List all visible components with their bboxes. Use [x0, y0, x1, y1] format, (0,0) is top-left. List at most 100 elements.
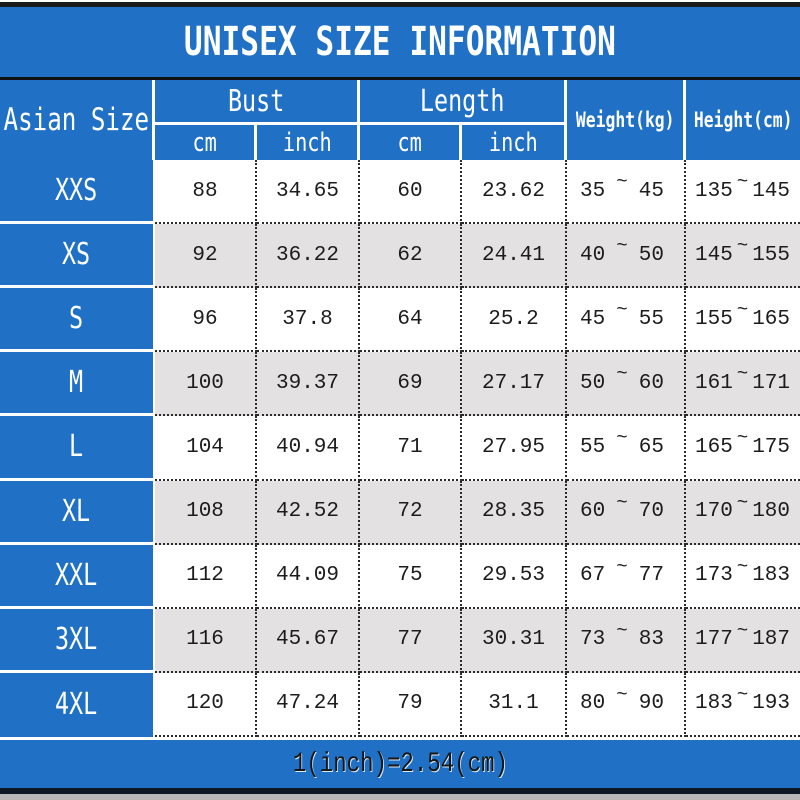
weight-max: 90	[638, 692, 664, 716]
weight-max: 77	[638, 564, 664, 588]
height-max: 175	[752, 435, 790, 459]
size-label: XXS	[55, 173, 98, 209]
bust-header-label: Bust	[227, 83, 285, 119]
height-range-cell: 173 ~183	[686, 545, 800, 609]
bust-cm-cell: 116	[155, 608, 257, 673]
size-label: L	[69, 429, 84, 465]
length-cm-label: cm	[397, 127, 422, 158]
length-cm-cell: 62	[360, 224, 462, 289]
tilde: ~	[736, 427, 749, 450]
height-min: 135	[695, 179, 733, 203]
weight-range-cell: 40 ~50	[567, 224, 686, 289]
length-cm-cell: 72	[360, 480, 462, 545]
length-inch-header: inch	[462, 125, 567, 160]
tilde: ~	[736, 491, 749, 514]
tilde: ~	[616, 235, 628, 258]
length-inch-cell: 28.35	[462, 480, 567, 545]
tilde: ~	[736, 171, 749, 194]
weight-range-cell: 67 ~77	[567, 544, 686, 609]
height-min: 177	[695, 628, 733, 652]
weight-range-cell: 55 ~65	[567, 416, 686, 481]
bust-inch-cell: 47.24	[257, 672, 360, 737]
size-label-cell: M	[0, 352, 155, 417]
tilde: ~	[616, 683, 628, 706]
length-inch-cell: 27.17	[462, 352, 567, 417]
size-label: 4XL	[55, 687, 98, 723]
height-max: 180	[752, 500, 790, 524]
weight-range-cell: 45 ~55	[567, 288, 686, 353]
height-header: Height(cm)	[686, 80, 800, 160]
height-range-cell: 177 ~187	[686, 608, 800, 673]
height-min: 170	[695, 500, 733, 524]
size-label-cell: XXS	[0, 160, 155, 225]
size-label: M	[69, 365, 84, 401]
length-cm-cell: 79	[360, 672, 462, 737]
height-range-cell: 155 ~165	[686, 288, 800, 353]
size-label: 3XL	[55, 621, 98, 657]
bust-cm-cell: 104	[155, 416, 257, 481]
weight-range-cell: 73 ~83	[567, 608, 686, 673]
length-cm-cell: 75	[360, 544, 462, 609]
height-range-cell: 183 ~193	[686, 673, 800, 737]
footer-white-separator	[0, 737, 800, 740]
weight-max: 50	[638, 243, 664, 267]
weight-min: 60	[580, 500, 606, 524]
bust-inch-header: inch	[257, 125, 360, 160]
height-min: 155	[695, 307, 733, 331]
size-label: XS	[62, 237, 91, 273]
height-max: 155	[752, 243, 790, 267]
size-label: XL	[62, 493, 91, 529]
weight-range-cell: 50 ~60	[567, 352, 686, 417]
bust-cm-cell: 100	[155, 352, 257, 417]
top-black-bar	[0, 2, 800, 7]
size-label-cell: L	[0, 416, 155, 481]
size-table: Asian Size Bust Length Weight(kg) Height…	[0, 80, 800, 737]
title-band: UNISEX SIZE INFORMATION	[0, 7, 800, 80]
bottom-gray-strip	[0, 794, 800, 800]
height-max: 165	[752, 307, 790, 331]
height-max: 183	[752, 564, 790, 588]
length-group-header: Length	[360, 80, 567, 125]
length-inch-cell: 23.62	[462, 160, 567, 225]
height-range-cell: 161 ~171	[686, 352, 800, 417]
bust-cm-cell: 92	[155, 224, 257, 289]
bust-inch-cell: 39.37	[257, 352, 360, 417]
length-cm-cell: 69	[360, 352, 462, 417]
tilde: ~	[736, 363, 749, 386]
tilde: ~	[616, 363, 628, 386]
bust-cm-cell: 112	[155, 544, 257, 609]
page-title: UNISEX SIZE INFORMATION	[183, 19, 617, 65]
length-inch-cell: 30.31	[462, 608, 567, 673]
tilde: ~	[736, 235, 749, 258]
weight-min: 35	[580, 179, 606, 203]
tilde: ~	[616, 491, 628, 514]
weight-max: 65	[638, 435, 664, 459]
height-min: 173	[695, 564, 733, 588]
height-min: 183	[695, 692, 733, 716]
top-white-strip	[0, 0, 800, 2]
bust-cm-cell: 96	[155, 288, 257, 353]
weight-header-label: Weight(kg)	[575, 108, 675, 132]
tilde: ~	[616, 171, 628, 194]
weight-header: Weight(kg)	[567, 80, 686, 160]
weight-min: 50	[580, 371, 606, 395]
asian-size-header-label: Asian Size	[3, 102, 149, 138]
tilde: ~	[616, 299, 628, 322]
bust-inch-cell: 45.67	[257, 608, 360, 673]
height-min: 161	[695, 371, 733, 395]
size-label-cell: S	[0, 288, 155, 353]
size-label-cell: XXL	[0, 544, 155, 609]
size-label: XXL	[55, 557, 98, 593]
bust-inch-cell: 42.52	[257, 480, 360, 545]
length-cm-cell: 77	[360, 608, 462, 673]
weight-range-cell: 35 ~45	[567, 160, 686, 225]
height-range-cell: 165 ~175	[686, 416, 800, 481]
bust-cm-label: cm	[192, 127, 217, 158]
height-max: 145	[752, 179, 790, 203]
weight-max: 83	[638, 628, 664, 652]
size-label: S	[69, 301, 84, 337]
bust-cm-cell: 88	[155, 160, 257, 225]
asian-size-header: Asian Size	[0, 80, 155, 160]
length-inch-cell: 25.2	[462, 288, 567, 353]
